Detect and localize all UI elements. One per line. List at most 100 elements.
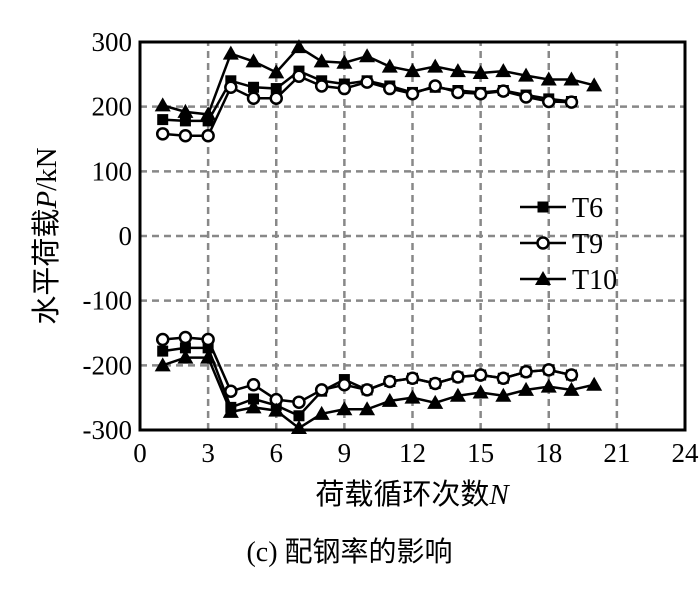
- data-point-T10: [290, 39, 307, 54]
- x-tick-label: 12: [399, 438, 426, 468]
- data-point-T6: [293, 410, 305, 422]
- data-point-T9: [224, 384, 238, 398]
- data-point-T9: [428, 376, 442, 391]
- data-point-T9: [519, 90, 533, 104]
- data-point-T6: [248, 81, 260, 93]
- x-axis-label: 荷载循环次数N: [315, 478, 510, 511]
- data-point-T6: [157, 114, 169, 126]
- data-point-T10: [200, 106, 217, 121]
- data-point-T10: [268, 64, 285, 79]
- x-tick-label: 6: [270, 438, 284, 468]
- data-point-T10: [381, 392, 398, 407]
- y-tick-label: 200: [92, 92, 133, 122]
- data-point-T9: [246, 91, 261, 106]
- data-point-T6: [202, 115, 214, 127]
- x-tick-label: 3: [201, 438, 215, 468]
- data-point-T9: [314, 383, 329, 397]
- data-point-T9: [451, 370, 465, 384]
- x-tick-label: 18: [535, 438, 562, 468]
- data-point-T10: [449, 387, 466, 402]
- data-point-T9: [405, 86, 420, 101]
- data-point-T9: [178, 330, 193, 345]
- data-point-T9: [337, 81, 352, 96]
- legend-label-T10: T10: [572, 265, 617, 296]
- x-tick-label: 0: [133, 438, 147, 468]
- data-point-T9: [246, 377, 261, 392]
- legend-label-T9: T9: [572, 229, 603, 260]
- data-point-T9: [428, 79, 442, 93]
- data-point-T10: [268, 402, 285, 417]
- data-point-T10: [404, 63, 421, 78]
- data-point-T10: [427, 58, 444, 73]
- y-axis-label: 水平荷载P/kN: [30, 147, 63, 324]
- data-point-T9: [292, 395, 306, 409]
- legend-marker-T9: [536, 236, 550, 250]
- data-point-T10: [359, 401, 376, 416]
- data-point-T10: [336, 54, 353, 69]
- x-tick-label: 9: [338, 438, 352, 468]
- data-point-T6: [270, 83, 282, 95]
- data-point-T9: [564, 95, 579, 109]
- y-tick-label: -200: [83, 350, 133, 380]
- data-point-T10: [586, 376, 603, 391]
- data-point-T9: [224, 80, 238, 95]
- data-point-T10: [404, 389, 421, 404]
- data-point-T9: [201, 129, 215, 143]
- data-point-T9: [451, 85, 465, 100]
- data-point-T10: [472, 384, 489, 399]
- data-point-T9: [405, 371, 420, 386]
- data-point-T9: [292, 69, 306, 84]
- y-tick-label: -300: [83, 415, 133, 445]
- x-tick-label: 24: [672, 438, 699, 468]
- x-tick-label: 21: [603, 438, 630, 468]
- data-point-T10: [540, 378, 557, 393]
- data-point-T9: [178, 129, 193, 143]
- series-T9: [155, 69, 579, 409]
- data-point-T10: [313, 53, 330, 68]
- data-point-T10: [518, 67, 535, 82]
- y-tick-label: 0: [119, 221, 133, 251]
- data-point-T9: [360, 383, 374, 397]
- data-point-T9: [542, 94, 556, 109]
- data-point-T10: [563, 71, 580, 86]
- data-point-T9: [564, 368, 579, 382]
- data-point-T10: [177, 349, 194, 364]
- data-point-T9: [155, 332, 170, 347]
- data-point-T9: [383, 374, 397, 389]
- data-point-T6: [248, 393, 260, 405]
- tick-labels: 0 3 6 9 12 15 18 21 24 300 200 100 0 -100 -200 -300: [83, 27, 699, 468]
- data-point-T10: [359, 48, 376, 63]
- data-point-T10: [336, 401, 353, 416]
- data-point-T10: [472, 65, 489, 80]
- data-point-T10: [495, 387, 512, 402]
- data-point-T10: [313, 405, 330, 420]
- data-point-T9: [314, 79, 329, 93]
- legend-marker-T6: [537, 201, 549, 213]
- data-point-T10: [518, 381, 535, 396]
- data-point-T6: [202, 342, 214, 354]
- data-point-T6: [179, 342, 191, 354]
- data-point-T9: [360, 75, 374, 89]
- data-point-T10: [245, 399, 262, 414]
- x-tick-label: 15: [467, 438, 494, 468]
- data-point-T9: [473, 86, 488, 101]
- data-point-T9: [496, 371, 511, 386]
- data-point-T10: [427, 394, 444, 409]
- y-tick-label: 300: [92, 27, 133, 57]
- legend: T6 T9 T10: [520, 193, 617, 296]
- y-tick-label: -100: [83, 286, 133, 316]
- data-point-T10: [540, 71, 557, 86]
- data-point-T9: [201, 332, 215, 347]
- data-point-T10: [381, 58, 398, 73]
- data-point-T10: [154, 357, 171, 372]
- data-point-T10: [563, 381, 580, 396]
- data-point-T10: [245, 53, 262, 68]
- data-point-T9: [269, 91, 283, 106]
- data-point-T10: [177, 103, 194, 118]
- data-point-T10: [449, 63, 466, 78]
- series-group: [154, 39, 603, 435]
- data-point-T9: [473, 368, 488, 382]
- data-point-T9: [496, 84, 511, 98]
- plot-frame: [138, 40, 687, 432]
